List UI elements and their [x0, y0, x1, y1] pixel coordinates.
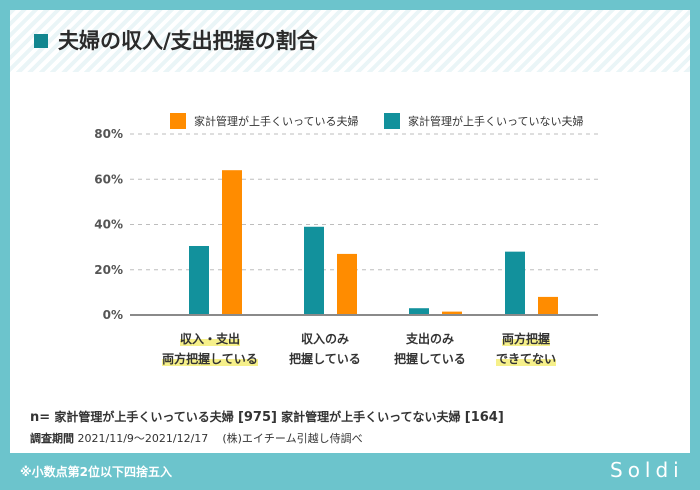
category-label-expense-only: 支出のみ 把握している [360, 329, 500, 369]
legend-label-good: 家計管理が上手くいっている夫婦 [194, 115, 359, 128]
bar [409, 308, 429, 315]
sample2-label: 家計管理が上手くいってない夫婦 [281, 410, 461, 424]
y-tick-label: 0% [103, 308, 123, 322]
bar [222, 170, 242, 315]
sample2-n: [164] [464, 410, 504, 425]
legend-swatch-orange [170, 113, 186, 129]
y-tick-label: 40% [94, 218, 123, 232]
legend-item-good: 家計管理が上手くいっている夫婦 [170, 113, 358, 129]
category-line-1: 両方把握 [501, 332, 550, 346]
sample-size-note: n= 家計管理が上手くいっている夫婦 [975] 家計管理が上手くいってない夫婦… [30, 408, 504, 425]
rounding-note: ※小数点第2位以下四捨五入 [20, 465, 173, 479]
sample1-n: [975] [237, 410, 277, 425]
category-line-2: 把握している [394, 352, 466, 366]
category-line-1: 収入・支出 [179, 332, 240, 346]
y-tick-label: 60% [94, 172, 123, 186]
y-tick-label: 80% [94, 127, 123, 141]
bar [442, 311, 462, 315]
bar [538, 296, 558, 315]
legend-item-bad: 家計管理が上手くいっていない夫婦 [384, 113, 583, 129]
period-label: 調査期間 [30, 432, 74, 445]
n-label: n= [30, 410, 51, 425]
category-label-income-only: 収入のみ 把握している [255, 329, 395, 369]
category-label-both: 収入・支出 両方把握している [140, 329, 280, 369]
source-text: (株)エイチーム引越し侍調べ [222, 432, 363, 445]
category-label-neither: 両方把握 できてない [456, 329, 596, 369]
logo-wordmark: Soldi [610, 458, 684, 482]
soldi-logo: Soldi [610, 458, 684, 482]
period-value: 2021/11/9〜2021/12/17 [77, 432, 209, 445]
category-line-2: 把握している [289, 352, 361, 366]
legend-label-bad: 家計管理が上手くいっていない夫婦 [408, 115, 584, 128]
bar [304, 226, 324, 315]
bar [189, 245, 209, 315]
sample1-label: 家計管理が上手くいっている夫婦 [54, 410, 234, 424]
chart-title: 夫婦の収入/支出把握の割合 [58, 29, 318, 53]
category-line-2: 両方把握している [162, 352, 258, 366]
infographic-card: 夫婦の収入/支出把握の割合 家計管理が上手くいっている夫婦 家計管理が上手くいっ… [10, 10, 690, 453]
legend-swatch-teal [384, 113, 400, 129]
bar-chart: 0% 20% 40% 60% 80% [94, 127, 598, 322]
title-square-icon [34, 34, 48, 48]
survey-note: 調査期間 2021/11/9〜2021/12/17 (株)エイチーム引越し侍調べ [30, 430, 363, 446]
bar [505, 251, 525, 315]
category-line-2: できてない [495, 352, 556, 366]
category-line-1: 支出のみ [405, 332, 454, 346]
category-line-1: 収入のみ [300, 332, 349, 346]
bar [337, 253, 357, 315]
title-band [10, 10, 690, 72]
y-tick-label: 20% [94, 263, 123, 277]
